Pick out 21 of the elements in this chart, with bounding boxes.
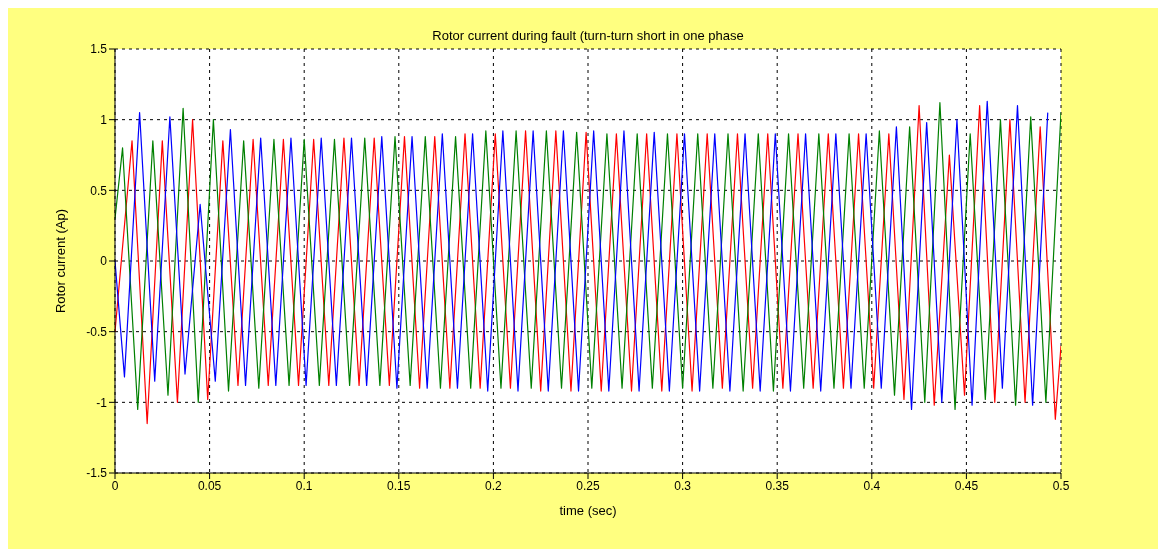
x-tick-label: 0.35: [765, 478, 790, 493]
y-tick-label: -1.5: [86, 466, 108, 481]
y-tick-label: 0.5: [90, 183, 108, 198]
y-tick-label: 1: [100, 112, 108, 127]
x-tick-label: 0.3: [674, 478, 692, 493]
x-tick-label: 0.45: [954, 478, 979, 493]
chart-title: Rotor current during fault (turn-turn short in one phase: [431, 28, 745, 43]
x-tick-label: 0.25: [576, 478, 600, 493]
x-tick-label: 0.05: [197, 478, 222, 493]
x-axis-title: time (sec): [559, 503, 617, 518]
x-tick-label: 0: [111, 478, 119, 493]
x-tick-label: 0.15: [387, 478, 411, 493]
x-tick-label: 0.4: [863, 478, 881, 493]
y-tick-label: 0: [100, 254, 108, 269]
y-tick-label: -0.5: [86, 324, 108, 339]
x-tick-label: 0.1: [295, 478, 313, 493]
y-tick-label: -1: [96, 395, 108, 410]
x-tick-label: 0.2: [485, 478, 503, 493]
y-tick-label: 1.5: [90, 42, 108, 57]
y-axis-title: Rotor current (Ap): [52, 208, 68, 314]
x-tick-label: 0.5: [1052, 478, 1070, 493]
